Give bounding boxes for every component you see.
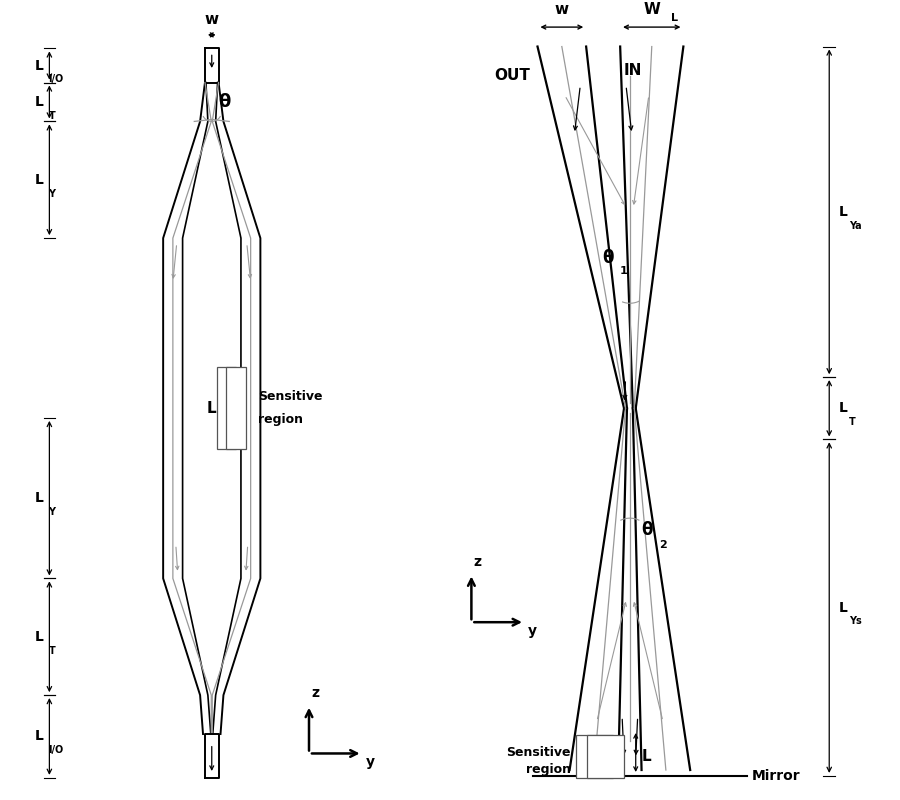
Text: OUT: OUT xyxy=(494,68,530,83)
Text: θ: θ xyxy=(642,521,653,539)
Text: L: L xyxy=(207,401,217,416)
Text: L: L xyxy=(35,730,43,743)
Text: 2: 2 xyxy=(659,539,667,550)
Text: Ya: Ya xyxy=(849,221,861,230)
Text: T: T xyxy=(49,110,55,121)
Text: L: L xyxy=(35,173,43,186)
Text: T: T xyxy=(49,646,55,655)
Text: L: L xyxy=(35,95,43,109)
Text: I/O: I/O xyxy=(49,74,64,84)
Text: L: L xyxy=(671,14,679,23)
Bar xyxy=(576,735,614,778)
Text: L: L xyxy=(35,58,43,73)
Text: region: region xyxy=(526,762,571,776)
Bar xyxy=(217,367,236,449)
Text: L: L xyxy=(839,601,848,614)
Text: L: L xyxy=(35,630,43,644)
Text: θ: θ xyxy=(219,93,230,111)
Text: y: y xyxy=(527,624,536,638)
Text: W: W xyxy=(644,2,661,18)
Text: region: region xyxy=(258,414,303,426)
Text: Y: Y xyxy=(49,189,56,198)
Text: L: L xyxy=(839,205,848,219)
Text: Mirror: Mirror xyxy=(752,769,800,783)
Text: Sensitive: Sensitive xyxy=(506,746,571,758)
Text: 1: 1 xyxy=(620,266,628,276)
Text: T: T xyxy=(849,417,855,427)
Text: w: w xyxy=(204,12,219,27)
Text: Sensitive: Sensitive xyxy=(258,390,323,403)
Text: L: L xyxy=(642,749,652,764)
Text: y: y xyxy=(365,755,374,770)
Text: IN: IN xyxy=(624,63,643,78)
Text: I/O: I/O xyxy=(49,745,64,755)
Text: z: z xyxy=(473,554,482,569)
Text: Y: Y xyxy=(49,507,56,517)
Text: L: L xyxy=(839,402,848,415)
Text: L: L xyxy=(35,491,43,506)
Text: z: z xyxy=(310,686,319,700)
Text: Ys: Ys xyxy=(849,616,861,626)
Bar xyxy=(587,735,624,778)
Text: θ: θ xyxy=(603,249,614,266)
Bar xyxy=(227,367,246,449)
Text: w: w xyxy=(554,2,569,18)
